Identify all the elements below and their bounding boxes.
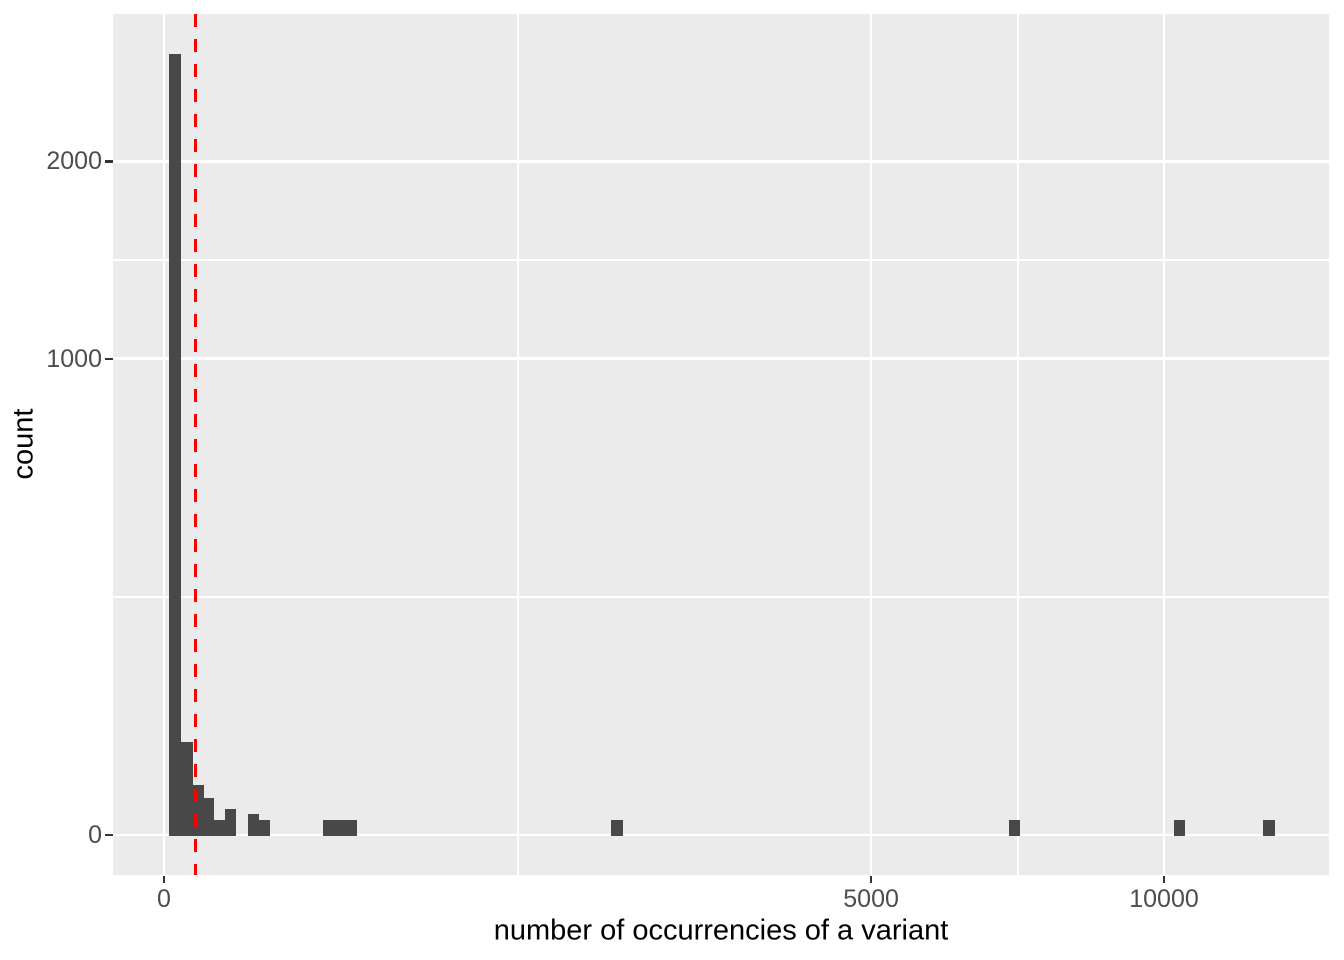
x-minor-gridline bbox=[516, 14, 519, 875]
y-major-gridline bbox=[113, 357, 1329, 361]
x-major-gridline bbox=[869, 14, 873, 875]
y-major-gridline bbox=[113, 833, 1329, 837]
y-tick-mark bbox=[105, 160, 113, 163]
histogram-bar bbox=[248, 813, 259, 837]
histogram-bar bbox=[204, 798, 214, 837]
x-major-gridline bbox=[1162, 14, 1166, 875]
histogram-bar bbox=[214, 819, 225, 837]
x-axis-title: number of occurrencies of a variant bbox=[493, 914, 949, 947]
y-tick-mark bbox=[105, 357, 113, 360]
y-tick-label: 2000 bbox=[46, 147, 102, 176]
histogram-bar bbox=[192, 785, 204, 837]
x-tick-label: 5000 bbox=[843, 885, 899, 913]
y-axis-title: count bbox=[7, 408, 40, 480]
histogram-bar bbox=[1263, 819, 1275, 837]
y-major-gridline bbox=[113, 160, 1329, 163]
x-tick-mark bbox=[162, 876, 166, 883]
histogram-bar bbox=[334, 819, 346, 837]
histogram-bar bbox=[1173, 819, 1185, 837]
histogram-bar bbox=[258, 819, 270, 837]
x-minor-gridline bbox=[1016, 14, 1019, 875]
x-tick-label: 10000 bbox=[1129, 885, 1199, 913]
x-tick-label: 0 bbox=[157, 885, 171, 913]
histogram-bar bbox=[323, 819, 334, 837]
histogram-bar bbox=[224, 808, 237, 837]
histogram-bar bbox=[1008, 819, 1021, 837]
y-minor-gridline bbox=[113, 259, 1329, 262]
y-tick-label: 0 bbox=[88, 821, 102, 849]
reference-vline bbox=[194, 14, 198, 875]
x-tick-mark bbox=[1162, 876, 1166, 883]
histogram-bar bbox=[611, 819, 624, 837]
y-tick-label: 1000 bbox=[46, 344, 102, 373]
y-minor-gridline bbox=[113, 595, 1329, 598]
histogram-bar bbox=[345, 819, 357, 837]
y-tick-mark bbox=[105, 833, 113, 837]
plot-panel bbox=[113, 14, 1329, 875]
x-tick-mark bbox=[869, 876, 873, 883]
histogram-bar bbox=[169, 53, 182, 837]
histogram-bar bbox=[181, 742, 193, 837]
x-major-gridline bbox=[162, 14, 166, 875]
